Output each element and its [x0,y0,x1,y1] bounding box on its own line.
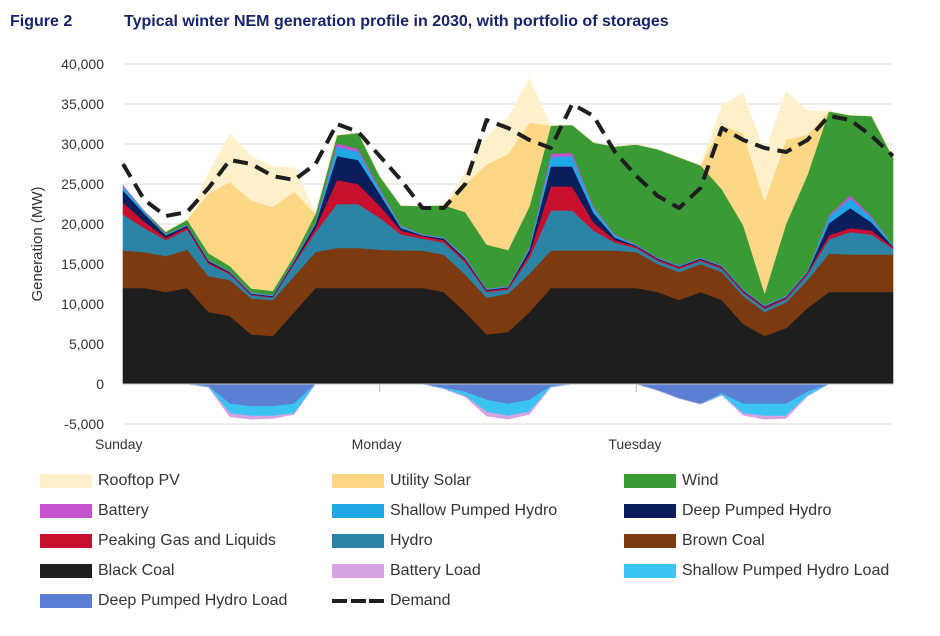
legend-label: Wind [682,472,719,489]
chart-legend: Rooftop PV Utility Solar Wind Battery Shallo… [40,470,930,612]
area-rooftop-pv [122,78,894,232]
legend-swatch [332,534,384,548]
legend-label: Utility Solar [390,472,471,489]
legend-label: Black Coal [98,562,175,579]
x-tick-label: Monday [352,436,402,452]
legend-item-brown-coal: Brown Coal [624,530,924,552]
y-tick-label: -5,000 [64,416,104,432]
figure-title: Typical winter NEM generation profile in… [124,13,669,30]
y-tick-label: 0 [96,376,104,392]
legend-swatch [40,594,92,608]
x-tick-label: Sunday [95,436,142,452]
legend-swatch [40,564,92,578]
figure-number: Figure 2 [10,13,73,30]
y-tick-label: 40,000 [61,56,104,72]
legend-item-wind: Wind [624,470,924,492]
legend-swatch [332,564,384,578]
legend-item-deep-pumped-hydro-load: Deep Pumped Hydro Load [40,590,332,612]
legend-item-demand: Demand [332,590,624,612]
legend-item-battery-load: Battery Load [332,560,624,582]
legend-label: Shallow Pumped Hydro [390,502,558,519]
legend-swatch [624,474,676,488]
y-tick-label: 10,000 [61,296,104,312]
legend-swatch [332,474,384,488]
legend-item-battery: Battery [40,500,332,522]
legend-swatch [624,564,676,578]
legend-item-peaking-gas-and-liquids: Peaking Gas and Liquids [40,530,332,552]
legend-label: Deep Pumped Hydro [682,502,832,519]
legend-label: Peaking Gas and Liquids [98,532,276,549]
y-axis-title: Generation (MW) [29,186,46,301]
legend-swatch [332,504,384,518]
demand-line [121,102,895,218]
legend-swatch [40,504,92,518]
y-tick-label: 20,000 [61,216,104,232]
legend-label: Deep Pumped Hydro Load [98,592,288,609]
legend-swatch [624,534,676,548]
y-tick-label: 30,000 [61,136,104,152]
legend-item-shallow-pumped-hydro: Shallow Pumped Hydro [332,500,624,522]
y-tick-label: 35,000 [61,96,104,112]
legend-label: Brown Coal [682,532,765,549]
x-tick-label: Tuesday [608,436,661,452]
legend-item-deep-pumped-hydro: Deep Pumped Hydro [624,500,924,522]
legend-item-black-coal: Black Coal [40,560,332,582]
legend-swatch [332,594,384,608]
y-tick-label: 15,000 [61,256,104,272]
legend-label: Battery [98,502,149,519]
legend-label: Demand [390,592,451,609]
figure-header: Figure 2 Typical winter NEM generation p… [10,10,669,34]
legend-item-rooftop-pv: Rooftop PV [40,470,332,492]
legend-item-shallow-pumped-hydro-load: Shallow Pumped Hydro Load [624,560,924,582]
y-tick-label: 5,000 [69,336,104,352]
legend-swatch [624,504,676,518]
legend-label: Shallow Pumped Hydro Load [682,562,890,579]
legend-item-hydro: Hydro [332,530,624,552]
legend-label: Rooftop PV [98,472,180,489]
legend-label: Hydro [390,532,433,549]
generation-chart: -5,000 0 5,000 10,000 15,000 20,000 25,000 30,0… [29,56,895,452]
legend-swatch [40,534,92,548]
legend-item-utility-solar: Utility Solar [332,470,624,492]
legend-label: Battery Load [390,562,481,579]
legend-swatch [40,474,92,488]
area-deep-pumped-hydro-load [123,383,893,407]
y-tick-label: 25,000 [61,176,104,192]
